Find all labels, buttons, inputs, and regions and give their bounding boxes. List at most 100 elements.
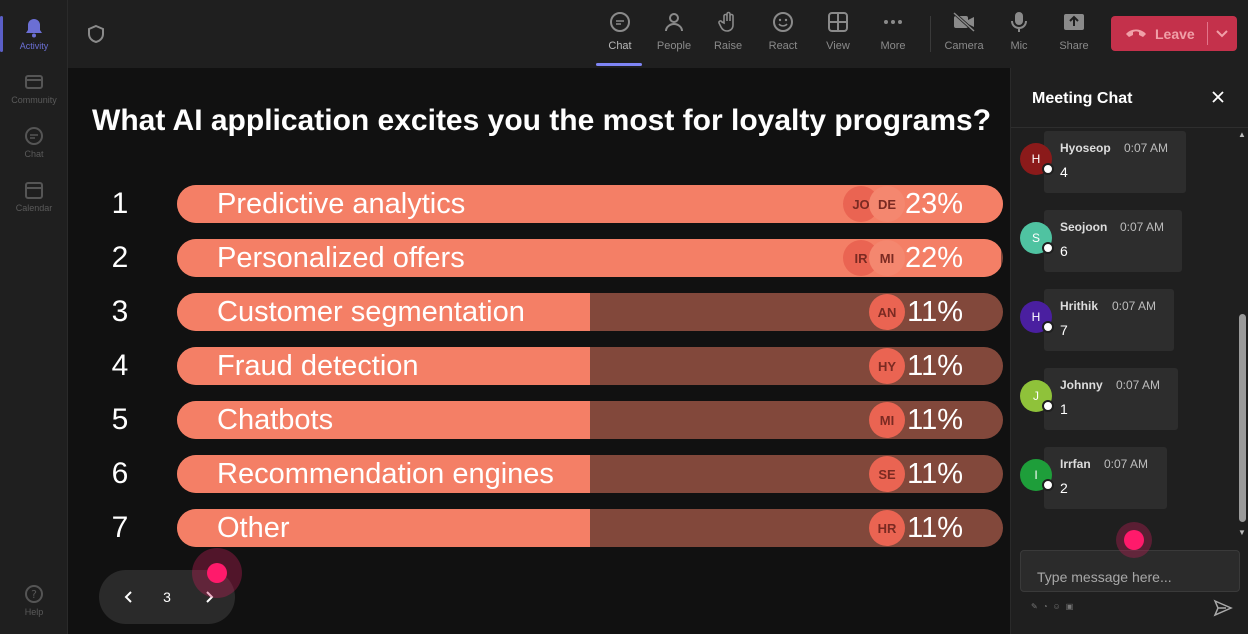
chevron-left-icon[interactable] <box>117 585 141 609</box>
toolbar-label: People <box>656 40 692 52</box>
rail-label: Community <box>11 94 57 105</box>
leave-button[interactable]: Leave <box>1111 16 1237 51</box>
format-icon[interactable]: ✎ <box>1031 602 1038 611</box>
message-bubble: Johnny 0:07 AM 1 <box>1044 368 1178 430</box>
toolbar-label: Camera <box>944 40 984 52</box>
message-time: 0:07 AM <box>1116 378 1161 392</box>
rail-item-chat[interactable]: Chat <box>0 116 68 168</box>
option-label: Fraud detection <box>217 350 419 382</box>
help-icon: ? <box>24 584 44 604</box>
option-bar: Personalized offers IR MI 22% <box>177 239 1003 277</box>
option-bar: Chatbots MI 11% <box>177 401 1003 439</box>
rail-item-activity[interactable]: Activity <box>0 8 68 60</box>
chat-icon <box>24 126 44 146</box>
scroll-down-icon[interactable]: ▼ <box>1238 528 1246 537</box>
option-label: Predictive analytics <box>217 188 466 220</box>
toolbar-share-button[interactable]: Share <box>1048 10 1100 62</box>
option-label: Recommendation engines <box>217 458 554 490</box>
toolbar-label: React <box>768 40 798 52</box>
attach-icon[interactable]: ◔ <box>1042 602 1048 611</box>
toolbar-label: Share <box>1059 40 1089 52</box>
poll-option-row: 5 Chatbots MI 11% <box>68 401 1010 439</box>
toolbar-chat-button[interactable]: Chat <box>594 10 646 66</box>
option-percent: 11% <box>907 404 963 436</box>
poll-option-row: 1 Predictive analytics JO DE 23% <box>68 185 1010 223</box>
toolbar-view-button[interactable]: View <box>812 10 864 62</box>
poll-option-row: 3 Customer segmentation AN 11% <box>68 293 1010 331</box>
rail-item-calendar[interactable]: Calendar <box>0 170 68 222</box>
chat-header: Meeting Chat <box>1011 68 1248 128</box>
sender-name: Seojoon <box>1060 220 1108 234</box>
toolbar-react-button[interactable]: React <box>757 10 809 62</box>
option-rank: 4 <box>111 349 129 382</box>
toolbar-people-button[interactable]: People <box>648 10 700 62</box>
message-text: 7 <box>1060 322 1068 338</box>
sender-name: Hyoseop <box>1060 141 1111 155</box>
option-bar: Other HR 11% <box>177 509 1003 547</box>
send-icon[interactable] <box>1213 598 1233 618</box>
chat-title: Meeting Chat <box>1032 90 1133 107</box>
voter-avatar: DE <box>869 186 905 222</box>
scroll-up-icon[interactable]: ▲ <box>1238 130 1246 139</box>
presence-indicator <box>1042 242 1054 254</box>
click-indicator <box>1116 522 1152 558</box>
toolbar-camera-button[interactable]: Camera <box>938 10 990 62</box>
option-percent: 11% <box>907 458 963 490</box>
presence-indicator <box>1042 163 1054 175</box>
message-time: 0:07 AM <box>1124 141 1169 155</box>
message-text: 4 <box>1060 164 1068 180</box>
chat-icon <box>608 10 632 34</box>
option-bar-fill <box>177 347 590 385</box>
option-label: Chatbots <box>217 404 334 436</box>
poll-results: What AI application excites you the most… <box>68 68 1010 634</box>
toolbar-label: More <box>880 40 906 52</box>
option-percent: 11% <box>907 350 963 382</box>
option-bar: Customer segmentation AN 11% <box>177 293 1003 331</box>
option-rank: 3 <box>111 295 129 328</box>
toolbar-more-button[interactable]: More <box>867 10 919 62</box>
toolbar-raise-button[interactable]: Raise <box>702 10 754 62</box>
share-icon <box>1062 10 1086 34</box>
phone-hangup-icon <box>1125 26 1147 42</box>
smiley-icon <box>771 10 795 34</box>
rail-item-help[interactable]: ? Help <box>0 574 68 626</box>
chat-scrollbar[interactable]: ▲ ▼ <box>1237 130 1247 542</box>
toolbar-label: Mic <box>1010 40 1028 52</box>
shield-icon[interactable] <box>86 24 106 44</box>
mic-icon <box>1007 10 1031 34</box>
option-label: Personalized offers <box>217 242 465 274</box>
option-label: Other <box>217 512 290 544</box>
message-bubble: Hrithik 0:07 AM 7 <box>1044 289 1174 351</box>
voter-avatar: AN <box>869 294 905 330</box>
community-icon <box>24 72 44 92</box>
option-rank: 6 <box>111 457 129 490</box>
option-bar-fill <box>177 509 590 547</box>
message-bubble: Irrfan 0:07 AM 2 <box>1044 447 1167 509</box>
close-icon[interactable] <box>1209 88 1227 106</box>
message-text: 1 <box>1060 401 1068 417</box>
people-icon <box>662 10 686 34</box>
rail-item-community[interactable]: Community <box>0 62 68 114</box>
voter-avatar: MI <box>869 240 905 276</box>
bell-icon <box>24 18 44 38</box>
option-bar-fill <box>177 401 590 439</box>
click-indicator <box>192 548 242 598</box>
option-rank: 1 <box>111 187 129 220</box>
gif-icon[interactable]: ▣ <box>1065 602 1074 611</box>
sender-name: Johnny <box>1060 378 1103 392</box>
sender-name: Hrithik <box>1060 299 1099 313</box>
poll-option-row: 2 Personalized offers IR MI 22% <box>68 239 1010 277</box>
chevron-down-icon[interactable] <box>1213 24 1231 45</box>
emoji-icon[interactable]: ☺ <box>1052 602 1061 611</box>
hand-icon <box>716 10 740 34</box>
toolbar-mic-button[interactable]: Mic <box>993 10 1045 62</box>
message-time: 0:07 AM <box>1120 220 1165 234</box>
scroll-thumb[interactable] <box>1239 314 1246 522</box>
message-bubble: Hyoseop 0:07 AM 4 <box>1044 131 1186 193</box>
option-bar-fill <box>177 455 590 493</box>
toolbar-divider <box>930 16 931 52</box>
presence-indicator <box>1042 479 1054 491</box>
sender-name: Irrfan <box>1060 457 1091 471</box>
left-rail: Activity Community Chat Calendar ? Help <box>0 0 68 634</box>
